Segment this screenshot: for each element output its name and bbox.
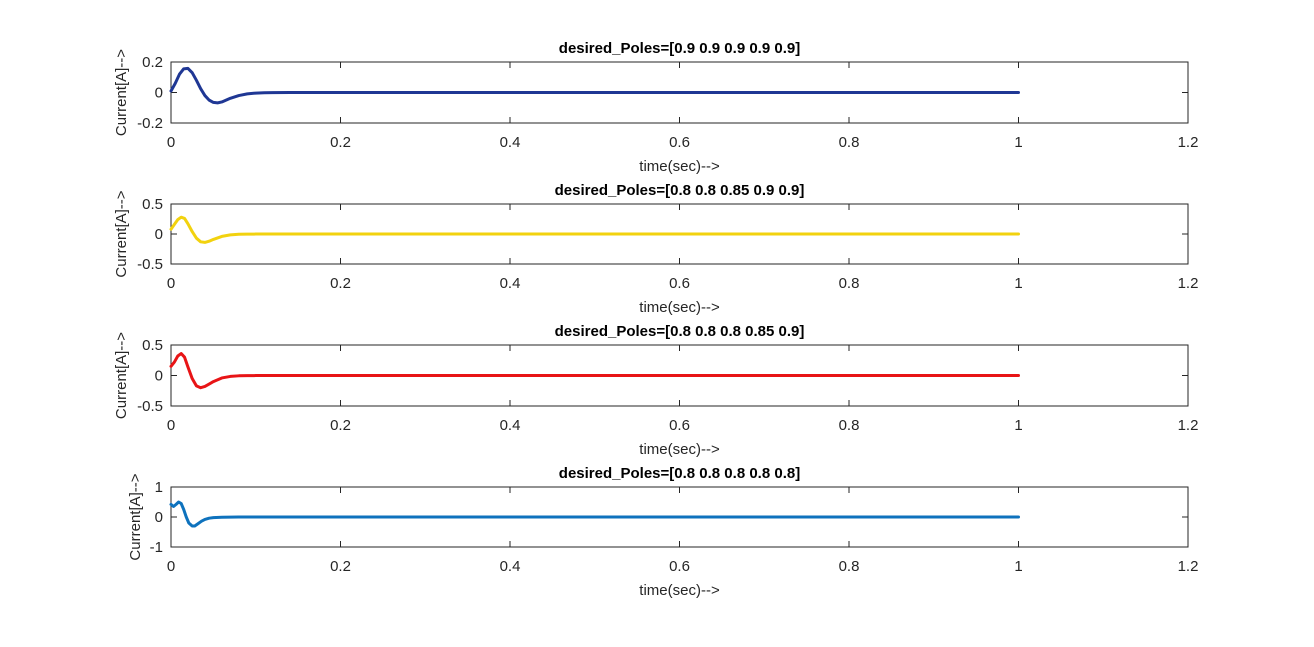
x-tick-label: 0.8: [839, 558, 860, 575]
y-axis-label: Current[A]-->: [127, 473, 144, 560]
x-tick-label: 0: [167, 275, 175, 292]
y-tick-label: 0: [155, 368, 163, 385]
y-tick-label: 0: [155, 509, 163, 526]
x-tick-label: 0.8: [839, 275, 860, 292]
x-tick-label: 0: [167, 558, 175, 575]
x-tick-label: 0.8: [839, 134, 860, 151]
x-tick-label: 0.2: [330, 417, 351, 434]
x-tick-label: 1.2: [1178, 417, 1199, 434]
y-tick-label: 0: [155, 85, 163, 102]
x-tick-label: 0.4: [500, 558, 521, 575]
subplot-title: desired_Poles=[0.9 0.9 0.9 0.9 0.9]: [559, 40, 800, 57]
y-axis-label: Current[A]-->: [113, 190, 130, 277]
x-axis-label: time(sec)-->: [639, 441, 720, 458]
x-tick-label: 1.2: [1178, 558, 1199, 575]
x-tick-label: 1: [1014, 134, 1022, 151]
x-tick-label: 0.6: [669, 417, 690, 434]
series-line: [169, 66, 1020, 105]
x-tick-label: 0.6: [669, 558, 690, 575]
subplot-2: 0 0.2 0.4 0.6 0.8 1 1.2-0.500.5desired_Poles=[…: [113, 182, 1198, 316]
subplot-title: desired_Poles=[0.8 0.8 0.85 0.9 0.9]: [555, 182, 805, 199]
x-tick-label: 0.4: [500, 275, 521, 292]
x-tick-label: 1.2: [1178, 275, 1199, 292]
x-tick-label: 0.6: [669, 275, 690, 292]
x-axis-label: time(sec)-->: [639, 582, 720, 599]
x-tick-label: 1.2: [1178, 134, 1199, 151]
subplot-1: 0 0.2 0.4 0.6 0.8 1 1.2-0.200.2desired_Poles=[…: [113, 40, 1198, 175]
y-tick-label: 0: [155, 226, 163, 243]
subplot-title: desired_Poles=[0.8 0.8 0.8 0.85 0.9]: [555, 323, 805, 340]
y-tick-label: -1: [150, 539, 163, 556]
series-line: [169, 500, 1020, 528]
x-tick-label: 0.4: [500, 134, 521, 151]
x-tick-label: 0.6: [669, 134, 690, 151]
series-line: [169, 352, 1020, 390]
x-tick-label: 0.2: [330, 558, 351, 575]
x-tick-label: 1: [1014, 417, 1022, 434]
x-tick-label: 0.2: [330, 275, 351, 292]
subplot-4: 0 0.2 0.4 0.6 0.8 1 1.2-101desired_Poles=[0.8 …: [127, 465, 1198, 599]
x-tick-label: 0.8: [839, 417, 860, 434]
x-axis-label: time(sec)-->: [639, 158, 720, 175]
subplot-title: desired_Poles=[0.8 0.8 0.8 0.8 0.8]: [559, 465, 800, 482]
subplot-3: 0 0.2 0.4 0.6 0.8 1 1.2-0.500.5desired_Poles=[…: [113, 323, 1198, 458]
x-tick-label: 0.2: [330, 134, 351, 151]
y-tick-label: 0.5: [142, 196, 163, 213]
y-tick-label: 1: [155, 479, 163, 496]
series-line: [169, 215, 1020, 244]
y-tick-label: 0.5: [142, 337, 163, 354]
y-axis-label: Current[A]-->: [113, 332, 130, 419]
x-tick-label: 0: [167, 417, 175, 434]
x-tick-label: 0: [167, 134, 175, 151]
y-axis-label: Current[A]-->: [113, 49, 130, 136]
x-axis-label: time(sec)-->: [639, 299, 720, 316]
x-tick-label: 0.4: [500, 417, 521, 434]
x-tick-label: 1: [1014, 275, 1022, 292]
x-tick-label: 1: [1014, 558, 1022, 575]
y-tick-label: 0.2: [142, 54, 163, 71]
y-tick-label: -0.5: [137, 398, 163, 415]
y-tick-label: -0.5: [137, 256, 163, 273]
y-tick-label: -0.2: [137, 115, 163, 132]
